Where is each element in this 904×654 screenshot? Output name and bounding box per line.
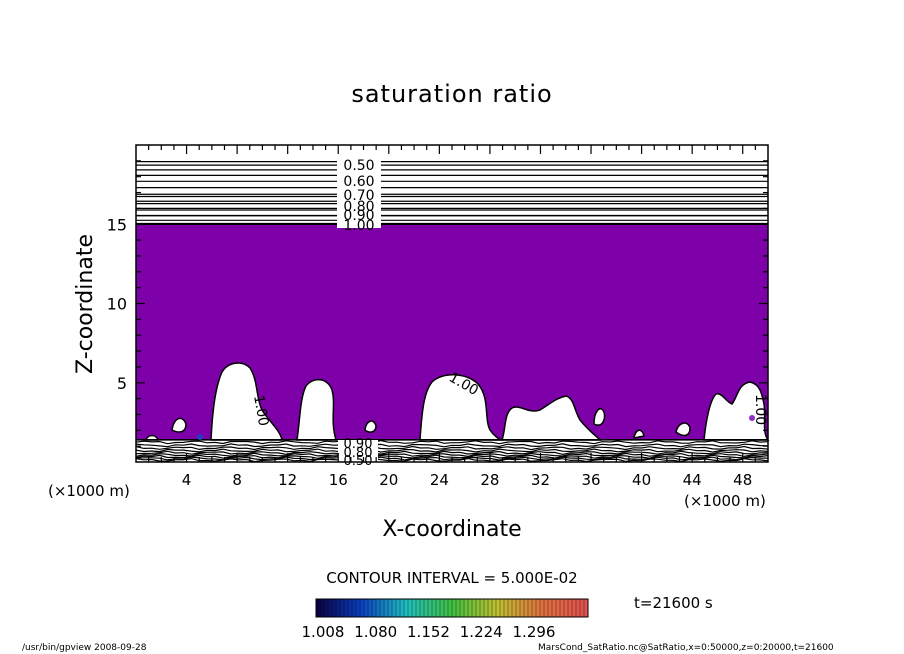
y-tick-label: 15 [107, 215, 127, 234]
colorbar-tick-label: 1.008 [302, 623, 345, 641]
colorbar-tick-label: 1.080 [354, 623, 397, 641]
cloud-gap [419, 374, 503, 441]
ground-contour-line [135, 448, 769, 453]
contour-label-lower-090: 0.90 [344, 437, 373, 452]
contour-label-bg [337, 156, 381, 228]
x-unit-label-left: (×1000 m) [48, 482, 130, 500]
contour-label-070: 0.70 [343, 188, 374, 204]
contour-label-cloud-1: 1.00 [250, 394, 271, 427]
ground-contour-line [135, 445, 769, 451]
x-tick-label: 36 [581, 471, 600, 489]
contour-label-bg [338, 440, 378, 464]
x-tick-label: 20 [379, 471, 398, 489]
x-ticks [148, 145, 756, 462]
ground-contour-line [135, 452, 769, 458]
y-axis-label: Z-coordinate [73, 234, 98, 374]
y-tick-labels: 5 10 15 [107, 215, 127, 393]
colorbar-stripes [319, 599, 585, 617]
colorbar-tick-label: 1.224 [460, 623, 503, 641]
footer-left: /usr/bin/gpview 2008-09-28 [22, 643, 147, 653]
x-unit-label-right: (×1000 m) [684, 492, 766, 510]
x-tick-label: 16 [329, 471, 348, 489]
x-tick-label: 40 [632, 471, 651, 489]
small-colored-patches [197, 415, 755, 440]
cloud-gap [210, 362, 283, 441]
cloud-gap [364, 420, 377, 433]
cloud-gap [703, 381, 770, 441]
contour-label-090: 0.90 [343, 208, 374, 224]
x-tick-label: 28 [480, 471, 499, 489]
x-tick-label: 48 [733, 471, 752, 489]
cloud-gap [593, 408, 606, 426]
white-cloud-gaps [144, 362, 770, 441]
y-ticks [136, 160, 768, 447]
contour-label-cloud-3: 1.00 [752, 394, 768, 425]
ground-contour-line [135, 443, 769, 448]
x-tick-label: 8 [232, 471, 242, 489]
contour-interval-text: CONTOUR INTERVAL = 5.000E-02 [326, 569, 577, 587]
chart-title: saturation ratio [351, 80, 552, 108]
ground-contour-line [135, 439, 769, 445]
y-tick-label: 5 [117, 374, 127, 393]
contour-label-060: 0.60 [343, 174, 374, 190]
x-tick-label: 24 [430, 471, 449, 489]
contour-label-080: 0.80 [343, 199, 374, 215]
colorbar-tick-label: 1.296 [513, 623, 556, 641]
contour-labels: 0.50 0.60 0.70 0.80 0.90 1.00 0.90 0.80 … [250, 156, 768, 469]
cloud-gap [675, 422, 691, 437]
ground-contour-line [135, 450, 769, 456]
cloud-gap [633, 429, 645, 439]
plot-area: 0.50 0.60 0.70 0.80 0.90 1.00 0.90 0.80 … [135, 144, 770, 469]
y-tick-label: 10 [107, 295, 127, 314]
x-tick-labels: 4 8 12 16 20 24 28 32 36 40 44 48 [182, 471, 752, 489]
x-tick-label: 4 [182, 471, 192, 489]
upper-contour-lines [136, 161, 768, 226]
colorbar: 1.008 1.080 1.152 1.224 1.296 [302, 598, 589, 641]
colored-patch [197, 434, 203, 440]
colorbar-gradient [315, 598, 589, 618]
colorbar-tick-label: 1.152 [407, 623, 450, 641]
x-tick-label: 12 [278, 471, 297, 489]
colorbar-tick-labels: 1.008 1.080 1.152 1.224 1.296 [302, 623, 556, 641]
x-tick-label: 44 [683, 471, 702, 489]
cloud-gap [500, 395, 602, 441]
contour-label-100: 1.00 [343, 218, 374, 234]
footer-right: MarsCond_SatRatio.nc@SatRatio,x=0:50000,… [538, 643, 834, 653]
colored-patch [749, 415, 755, 421]
cloud-gap [296, 378, 338, 441]
x-axis-label: X-coordinate [382, 517, 521, 542]
time-label: t=21600 s [634, 594, 713, 612]
contour-label-050: 0.50 [343, 158, 374, 174]
cloud-gap [171, 417, 187, 433]
x-tick-label: 32 [531, 471, 550, 489]
